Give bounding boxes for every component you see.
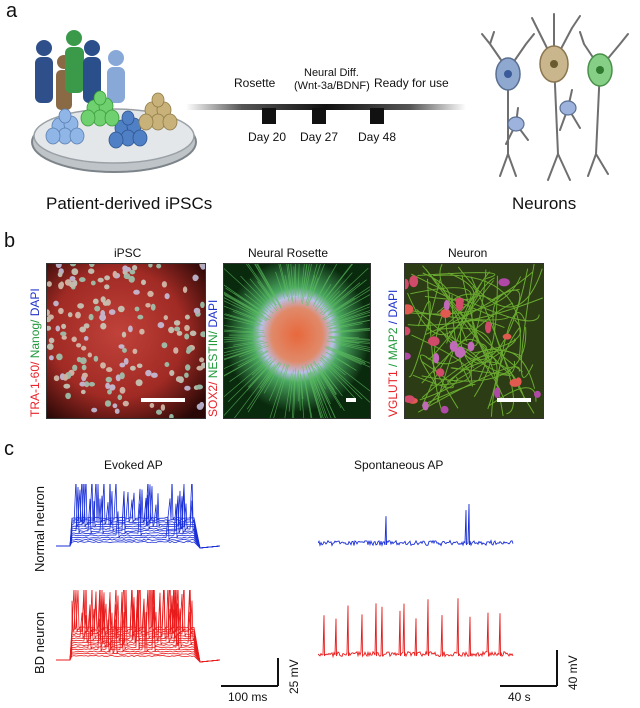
stain-map2: / MAP2	[386, 327, 400, 371]
stain-nanog: Nanog/	[28, 319, 42, 362]
ipsc-stain-label: TRA-1-60/ Nanog/ DAPI	[28, 288, 42, 417]
stage-rosette-label: Rosette	[234, 76, 276, 90]
rosette-micrograph	[223, 263, 371, 419]
evoked-bd-traces	[56, 590, 220, 663]
neuron-stain-label: VGLUT1 / MAP2 / DAPI	[386, 290, 400, 417]
evoked-y-scale-label: 25 mV	[287, 659, 301, 694]
ipsc-dish-illustration	[31, 30, 197, 173]
day48-marker	[370, 108, 384, 124]
evoked-ap-title: Evoked AP	[104, 458, 163, 472]
normal-neuron-label: Normal neuron	[32, 486, 47, 572]
spont-y-scalebar	[556, 650, 558, 686]
ipsc-micrograph	[46, 263, 206, 419]
neuron-micrograph	[404, 263, 544, 419]
neuron-title: Neuron	[448, 246, 488, 260]
day48-label: Day 48	[358, 130, 397, 144]
day27-marker	[312, 108, 326, 124]
stain-sox2: SOX2/	[206, 381, 220, 417]
stain-dapi-2: DAPI	[206, 299, 220, 331]
ipsc-scalebar	[141, 398, 185, 402]
panel-a-letter: a	[6, 0, 18, 22]
left-caption: Patient-derived iPSCs	[46, 194, 213, 213]
day27-label: Day 27	[300, 130, 339, 144]
patient-silhouettes	[35, 30, 125, 110]
rosette-stain-label: SOX2/ NESTIN/ DAPI	[206, 300, 220, 417]
cell-clusters	[45, 90, 178, 149]
rosette-title: Neural Rosette	[248, 246, 329, 260]
evoked-normal-traces	[56, 484, 220, 549]
stage-diff-label-2: (Wnt-3a/BDNF)	[294, 80, 370, 92]
spont-y-scale-label: 40 mV	[566, 655, 580, 690]
neuron-scalebar	[497, 398, 531, 402]
stain-dapi-1: DAPI	[28, 288, 42, 320]
rosette-scalebar	[346, 398, 356, 402]
ipsc-title: iPSC	[114, 246, 142, 260]
spont-bd-trace	[318, 598, 514, 659]
right-caption: Neurons	[512, 194, 577, 213]
stage-diff-label-1: Neural Diff.	[304, 67, 359, 79]
panel-c-letter: c	[4, 438, 14, 460]
panel-b-letter: b	[4, 230, 16, 252]
differentiation-timeline	[186, 104, 466, 110]
spont-normal-trace	[318, 503, 514, 548]
evoked-x-scalebar	[221, 685, 278, 687]
evoked-y-scalebar	[277, 658, 279, 686]
neurons-illustration	[481, 13, 629, 181]
stain-tra160: TRA-1-60/	[28, 361, 42, 417]
evoked-x-scale-label: 100 ms	[228, 690, 268, 704]
stain-dapi-3: / DAPI	[386, 289, 400, 328]
day20-label: Day 20	[248, 130, 287, 144]
bd-neuron-label: BD neuron	[32, 611, 47, 674]
spontaneous-ap-title: Spontaneous AP	[354, 458, 444, 472]
stage-ready-label: Ready for use	[374, 76, 449, 90]
day20-marker	[262, 108, 276, 124]
stain-nestin: NESTIN/	[206, 330, 220, 382]
spont-x-scalebar	[500, 685, 557, 687]
stain-vglut1: VGLUT1	[386, 370, 400, 417]
spont-x-scale-label: 40 s	[508, 690, 531, 704]
